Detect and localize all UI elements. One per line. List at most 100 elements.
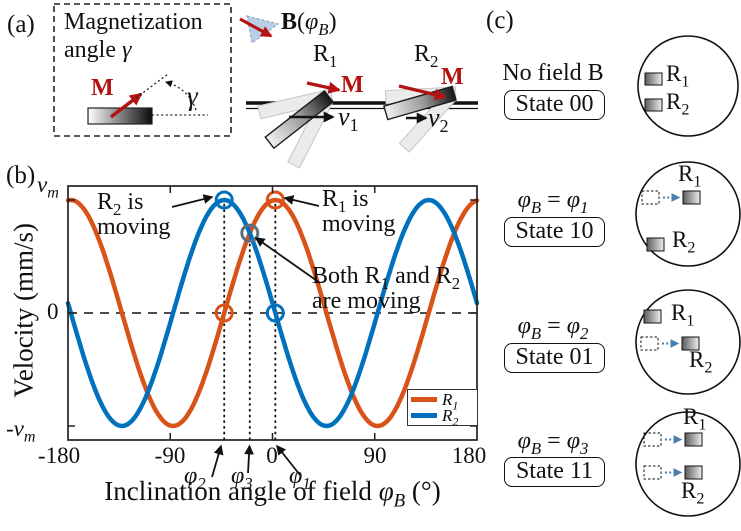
xtick--180: -180 [37, 443, 81, 468]
r1-previous-position-icon [643, 432, 662, 447]
marker-point [265, 190, 285, 210]
x-axis-label: Inclination angle of field φB (°) [104, 476, 441, 512]
r2-magnet-icon [646, 237, 665, 252]
ytick-zero: 0 [47, 299, 59, 324]
rocker-r1-ghost-flat [257, 88, 334, 120]
state-badge-10: State 10 [504, 217, 605, 247]
plot-legend: R1 R2 [407, 389, 478, 429]
annotation-arrows [171, 194, 321, 478]
annotation-line: R1 is [322, 186, 369, 216]
phi3-label: φ3 [231, 463, 253, 493]
annotation-both-moving: Both R1 and R2 are moving [312, 263, 461, 315]
circle-r1-label: R1 [666, 61, 690, 91]
legend-entry-r1: R1 [411, 389, 474, 413]
arrow-phi1 [276, 444, 301, 476]
annotation-line: moving [322, 211, 396, 238]
field-b-arrow-icon [239, 17, 273, 38]
xtick-0: 0 [266, 443, 278, 468]
circle-r1-label: R1 [683, 404, 707, 434]
gamma-label: γ [187, 81, 198, 111]
r2-previous-position-icon [643, 465, 662, 480]
r2-magnet-icon [681, 336, 700, 351]
xtick--90: -90 [154, 443, 186, 468]
phi1-label: φ1 [289, 463, 311, 493]
field-b-label: B(φB) [281, 9, 337, 39]
rocker-diagram-art [239, 15, 478, 169]
annotation-line: moving [97, 214, 171, 241]
panel-a-title-line1: Magnetization [64, 9, 203, 35]
v1-label: v1 [338, 102, 359, 136]
annotation-line: Both R1 and R2 [312, 263, 461, 293]
marker-point [214, 190, 234, 210]
legend-label-r2: R2 [442, 406, 459, 429]
rocker-r1-body [264, 89, 334, 150]
r2-magnet-icon [684, 465, 703, 480]
marker-point [265, 303, 285, 323]
r1-magnet-icon [684, 432, 703, 447]
curve-R1 [65, 197, 480, 429]
circle-r1-label: R1 [678, 161, 702, 191]
circle-r2-label: R2 [681, 478, 705, 508]
rocker-r1-label: R1 [313, 41, 338, 71]
phi2-label: φ2 [184, 463, 206, 493]
ytick-neg-vm: -vm [6, 416, 36, 446]
annotation-r1-moving: R1 is moving [322, 186, 396, 238]
field-plane-icon [246, 15, 280, 45]
m2-arrow-icon [398, 84, 447, 101]
rocker-r1-icon [257, 88, 334, 169]
legend-swatch-r2 [411, 413, 437, 419]
state-badge-11: State 11 [504, 457, 605, 487]
state-badge-00: State 00 [504, 90, 605, 120]
state-circle-11 [635, 411, 741, 517]
circle-r2-label: R2 [672, 227, 696, 257]
arrow-r1-moving [283, 195, 320, 207]
r2-previous-position-icon [640, 336, 659, 351]
condition-label: φB = φ1 [517, 187, 589, 217]
panel-a-title-line2: angle γ [64, 37, 132, 63]
r1-magnet-icon [682, 190, 701, 205]
r1-magnet-icon [643, 309, 662, 324]
axis-ticks [68, 186, 477, 440]
legend-entry-r2: R2 [411, 406, 474, 429]
panel-a-art [53, 3, 232, 137]
panel-a-tag: (a) [7, 11, 35, 38]
state-circle-00 [637, 35, 739, 137]
m2-label: M [441, 64, 464, 90]
marker-point [214, 303, 234, 323]
marker-point [240, 223, 260, 243]
r1-magnet-icon [644, 72, 663, 86]
rocker-r2-label: R2 [414, 41, 439, 71]
panel-a-dashed-box [53, 3, 232, 137]
condition-label: φB = φ3 [517, 428, 589, 458]
legend-swatch-r1 [411, 396, 437, 402]
ytick-vm: vm [37, 172, 59, 202]
arrow-r2-moving [171, 194, 214, 208]
arrow-both-moving [254, 237, 321, 284]
state-badge-01: State 01 [504, 343, 605, 373]
curve-R2 [65, 197, 480, 429]
arrow-phi2 [211, 444, 224, 478]
annotation-line: R2 is [97, 189, 144, 219]
arrow-phi3 [244, 444, 254, 474]
v2-label: v2 [428, 103, 449, 137]
plot-art [65, 185, 480, 478]
y-axis-label: Velocity (mm/s) [8, 222, 39, 398]
annotation-r2-moving: R2 is moving [97, 189, 171, 241]
m1-arrow-icon [306, 81, 341, 94]
chart-layer [65, 190, 480, 440]
panel-c-tag: (c) [486, 7, 514, 34]
m1-label: M [341, 72, 364, 98]
r2-magnet-icon [644, 98, 663, 112]
panel-c-art [635, 35, 741, 517]
legend-label-r1: R1 [442, 389, 459, 413]
circle-r2-label: R2 [666, 89, 690, 119]
panel-b-tag: (b) [6, 162, 36, 189]
xtick-90: 90 [363, 443, 387, 468]
circle-r1-label: R1 [671, 300, 695, 330]
m-label: M [91, 75, 114, 101]
r1-previous-position-icon [641, 190, 660, 205]
magnetization-axis-dotted-line [135, 73, 169, 99]
circle-r2-label: R2 [689, 347, 713, 377]
